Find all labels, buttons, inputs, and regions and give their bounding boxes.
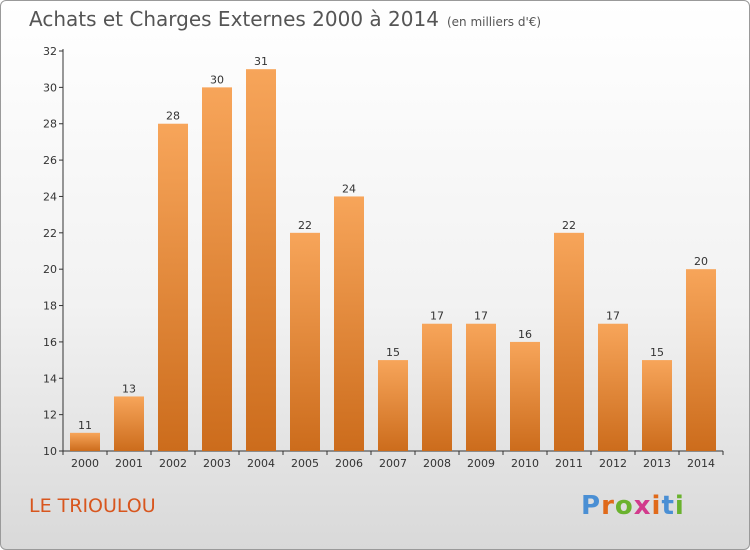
bar (334, 196, 364, 451)
bar-value-label: 22 (562, 219, 576, 232)
bar (378, 360, 408, 451)
y-tick-label: 32 (43, 45, 57, 58)
logo-letter: P (581, 491, 602, 521)
bar-value-label: 15 (386, 346, 400, 359)
bar (114, 396, 144, 451)
bar-value-label: 16 (518, 328, 532, 341)
bar-value-label: 20 (694, 255, 708, 268)
logo-letter: x (633, 491, 652, 521)
bar (70, 432, 100, 451)
y-tick-label: 24 (43, 190, 57, 203)
x-tick-label: 2009 (467, 457, 495, 470)
bar-value-label: 28 (166, 110, 180, 123)
x-tick-label: 2005 (291, 457, 319, 470)
bar-value-label: 11 (78, 419, 92, 432)
proxiti-logo: Proxiti (581, 491, 685, 521)
bar-value-label: 30 (210, 73, 224, 86)
bar-value-label: 31 (254, 55, 268, 68)
chart-unit: (en milliers d'€) (446, 15, 542, 29)
y-tick-label: 22 (43, 227, 57, 240)
y-tick-label: 30 (43, 81, 57, 94)
x-tick-label: 2011 (555, 457, 583, 470)
bar (158, 123, 188, 452)
bar (598, 323, 628, 451)
y-tick-label: 16 (43, 336, 57, 349)
y-tick-label: 14 (43, 372, 57, 385)
y-tick-label: 28 (43, 118, 57, 131)
x-tick-label: 2007 (379, 457, 407, 470)
logo-letter: o (614, 491, 634, 521)
bar-value-label: 17 (474, 310, 488, 323)
commune-name: LE TRIOULOU (29, 495, 156, 517)
bar (686, 269, 716, 451)
bar (510, 341, 540, 451)
chart-axes: 10 12 14 16 18 20 22 24 26 28 30 32 2000 2001 2002 2003… (43, 45, 724, 470)
y-tick-label: 20 (43, 263, 57, 276)
x-tick-label: 2013 (643, 457, 671, 470)
logo-letter: i (651, 491, 662, 521)
logo-letter: r (601, 491, 615, 521)
x-tick-label: 2012 (599, 457, 627, 470)
bar (466, 323, 496, 451)
logo-letter: t (661, 491, 675, 521)
logo-letter: i (674, 491, 685, 521)
x-tick-label: 2014 (687, 457, 715, 470)
bar (642, 360, 672, 451)
y-tick-label: 18 (43, 300, 57, 313)
x-tick-label: 2003 (203, 457, 231, 470)
chart-title: Achats et Charges Externes 2000 à 2014 (e… (29, 7, 541, 31)
bar (290, 232, 320, 451)
bar-value-label: 24 (342, 182, 356, 195)
bar-value-label: 22 (298, 219, 312, 232)
x-tick-label: 2000 (71, 457, 99, 470)
bar (246, 69, 276, 451)
x-tick-label: 2006 (335, 457, 363, 470)
y-tick-label: 26 (43, 154, 57, 167)
bar-value-label: 15 (650, 346, 664, 359)
x-tick-label: 2001 (115, 457, 143, 470)
x-tick-label: 2008 (423, 457, 451, 470)
y-tick-label: 10 (43, 445, 57, 458)
bar-value-label: 17 (606, 310, 620, 323)
x-tick-label: 2004 (247, 457, 275, 470)
bar (554, 232, 584, 451)
chart-bars: 11 13 28 30 31 22 24 15 17 17 16 22 17 15 20 (70, 55, 716, 452)
x-tick-label: 2010 (511, 457, 539, 470)
bar-value-label: 17 (430, 310, 444, 323)
x-tick-label: 2002 (159, 457, 187, 470)
bar (202, 87, 232, 451)
bar (422, 323, 452, 451)
bar-value-label: 13 (122, 382, 136, 395)
y-tick-label: 12 (43, 409, 57, 422)
chart-title-text: Achats et Charges Externes 2000 à 2014 (29, 7, 439, 31)
